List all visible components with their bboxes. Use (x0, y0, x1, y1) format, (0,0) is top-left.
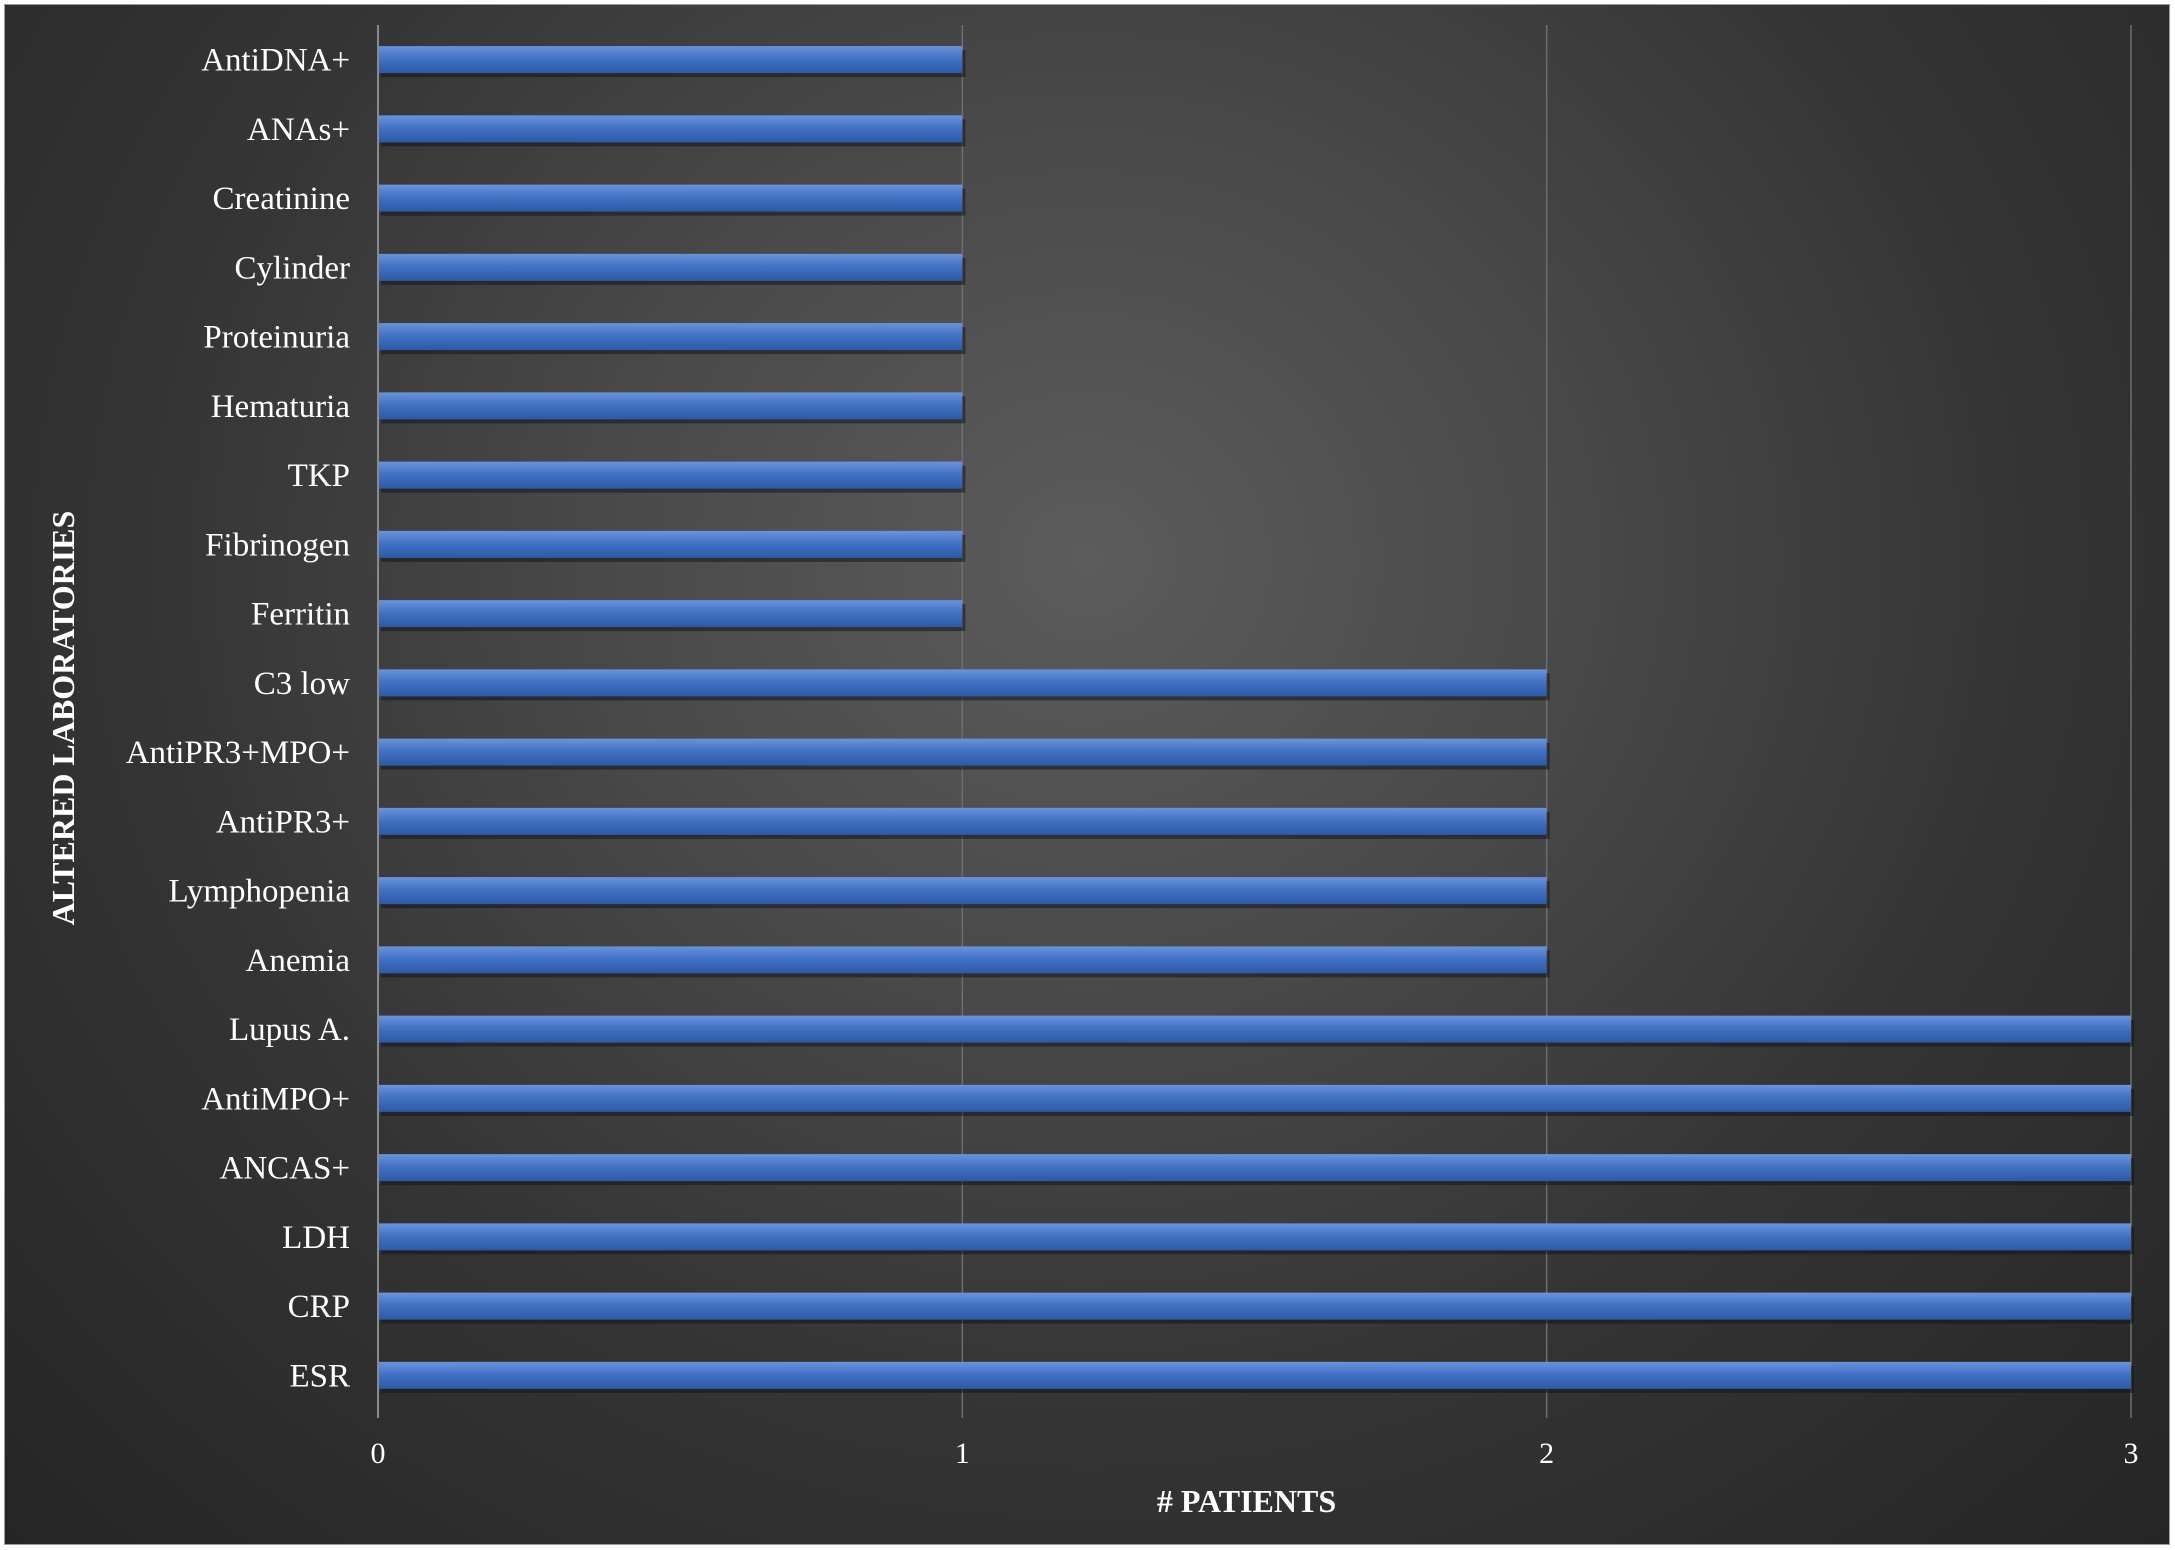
category-label: AntiPR3+MPO+ (126, 735, 350, 771)
bar-anemia (378, 946, 1547, 974)
category-label: ANAs+ (247, 112, 350, 148)
category-labels: ESR CRP LDH ANCAS+ AntiMPO+ Lupus A. Anemia Lym… (126, 43, 351, 1395)
category-label: C3 low (254, 666, 350, 702)
bar-lymphopenia (378, 877, 1547, 905)
category-label: AntiDNA+ (201, 43, 350, 79)
category-label: Lymphopenia (169, 874, 351, 910)
bar-antidna- (378, 46, 963, 74)
bar-cylinder (378, 253, 963, 281)
bar-fibrinogen (378, 530, 963, 558)
category-label: CRP (288, 1289, 350, 1325)
bar-esr (378, 1361, 2131, 1389)
category-label: Lupus A. (229, 1012, 350, 1048)
bar-creatinine (378, 184, 963, 212)
bar-lupus-a- (378, 1015, 2131, 1043)
bar-c3-low (378, 669, 1547, 697)
bar-anas- (378, 115, 963, 143)
chart-background (4, 4, 2170, 1545)
x-axis-title: # PATIENTS (1157, 1483, 1336, 1519)
category-label: AntiMPO+ (201, 1081, 350, 1117)
category-label: Proteinuria (203, 320, 350, 356)
category-label: ESR (289, 1358, 350, 1394)
category-label: Fibrinogen (205, 527, 350, 563)
category-label: Cylinder (235, 250, 350, 286)
bars (378, 46, 2134, 1393)
bar-proteinuria (378, 323, 963, 351)
category-label: Creatinine (213, 181, 350, 217)
bar-ancas- (378, 1154, 2131, 1182)
bar-hematuria (378, 392, 963, 420)
category-label: LDH (282, 1220, 350, 1256)
bar-ferritin (378, 600, 963, 628)
x-tick-labels: 0 1 2 3 (371, 1437, 2139, 1470)
category-label: ANCAS+ (220, 1151, 350, 1187)
x-tick-label: 1 (955, 1437, 970, 1470)
x-tick-label: 3 (2124, 1437, 2139, 1470)
category-label: TKP (288, 458, 350, 494)
x-tick-label: 0 (371, 1437, 386, 1470)
bar-ldh (378, 1223, 2131, 1251)
category-label: AntiPR3+ (216, 804, 350, 840)
y-axis-title: ALTERED LABORATORIES (45, 511, 81, 926)
category-label: Hematuria (211, 389, 351, 425)
bar-tkp (378, 461, 963, 489)
category-label: Anemia (246, 943, 351, 979)
bar-crp (378, 1292, 2131, 1320)
bar-antimpo- (378, 1084, 2131, 1112)
bar-antipr3- (378, 807, 1547, 835)
category-label: Ferritin (251, 597, 350, 633)
bar-antipr3-mpo- (378, 738, 1547, 766)
x-tick-label: 2 (1539, 1437, 1554, 1470)
gridlines (961, 25, 2132, 1418)
